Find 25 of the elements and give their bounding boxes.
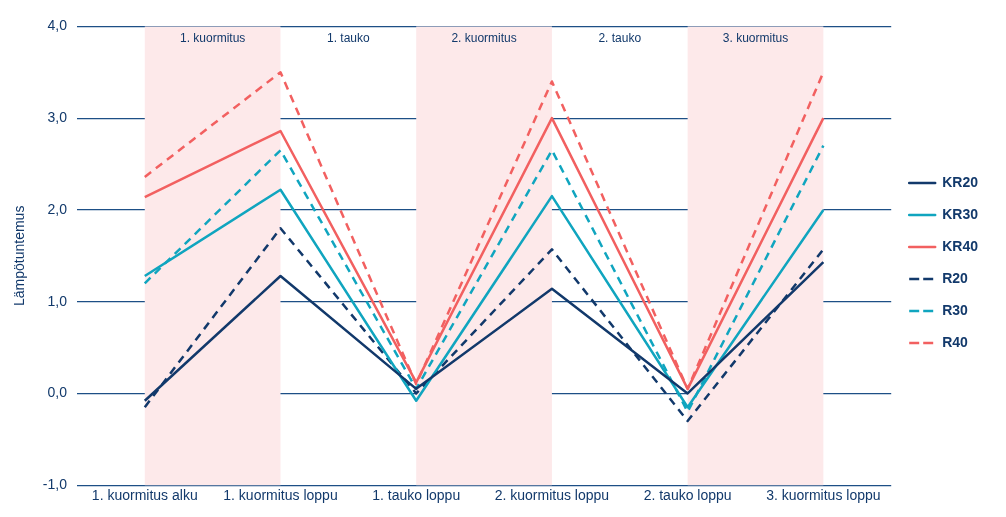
y-tick-label: 1,0 <box>47 292 68 309</box>
band-label: 3. kuormitus <box>722 30 789 45</box>
legend-label: KR40 <box>942 237 979 254</box>
legend-label: R30 <box>942 301 969 318</box>
annotation: 2. tauko <box>598 30 642 45</box>
legend-label: R40 <box>942 333 969 350</box>
x-tick-label: 1. kuormitus loppu <box>223 487 338 504</box>
x-tick-label: 1. tauko loppu <box>372 487 461 504</box>
y-tick-label: 2,0 <box>47 200 68 217</box>
legend-label: R20 <box>942 269 969 286</box>
y-axis-title: Lämpötuntemus <box>11 205 28 306</box>
y-tick-label: 4,0 <box>47 17 68 34</box>
x-tick-label: 3. kuormitus loppu <box>766 487 881 504</box>
y-tick-label: 3,0 <box>47 109 68 126</box>
x-tick-label: 2. kuormitus loppu <box>494 487 610 504</box>
y-tick-label: 0,0 <box>47 384 68 401</box>
band-label: 1. kuormitus <box>179 30 246 45</box>
legend-label: KR20 <box>942 173 979 190</box>
x-tick-label: 2. tauko loppu <box>643 487 732 504</box>
line-series <box>143 227 825 423</box>
annotation: 1. tauko <box>327 30 371 45</box>
y-tick-label: -1,0 <box>42 476 68 493</box>
legend-label: KR30 <box>942 205 979 222</box>
x-tick-label: 1. kuormitus alku <box>91 487 198 504</box>
band-label: 2. kuormitus <box>451 30 517 45</box>
